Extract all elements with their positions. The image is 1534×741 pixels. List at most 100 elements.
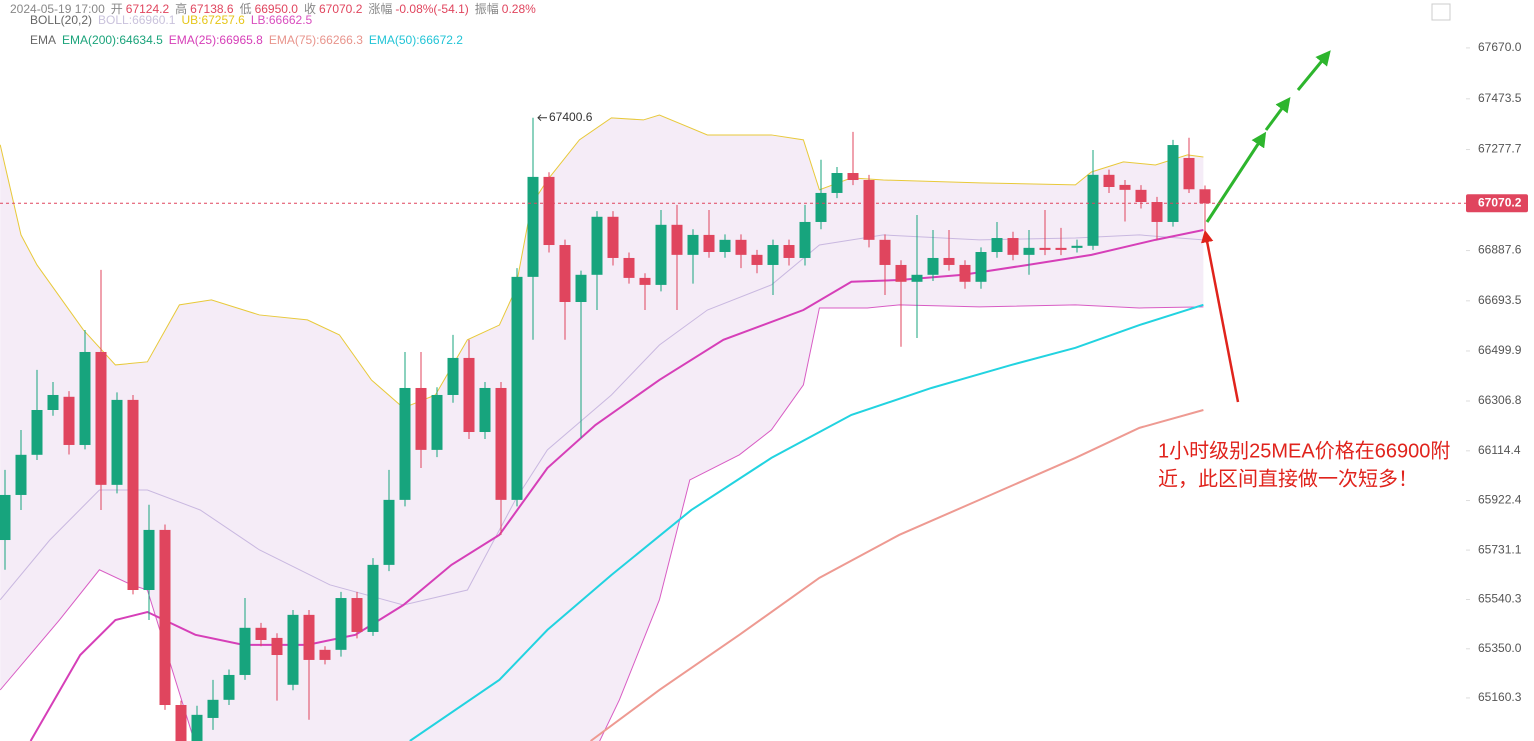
candle-body: [1007, 238, 1019, 255]
candle-body: [863, 180, 875, 240]
candle-body: [335, 598, 347, 650]
annotation: 1小时级别25MEA价格在66900附: [1158, 439, 1450, 462]
field-value: 67070.2: [318, 2, 363, 16]
red-arrow: [1201, 229, 1240, 403]
y-tick-label: 66306.8: [1478, 393, 1522, 407]
candle-body: [95, 351, 107, 485]
candle-body: [543, 176, 555, 246]
candle-body: [463, 357, 475, 433]
y-tick-label: 65731.1: [1478, 542, 1522, 556]
candle-body: [63, 396, 75, 445]
candle-body: [831, 173, 843, 193]
y-tick-label: 67670.0: [1478, 40, 1522, 54]
candle-body: [719, 239, 731, 253]
indicator-value: EMA(25):66965.8: [168, 33, 263, 47]
candle-body: [495, 387, 507, 500]
indicator-value: EMA(50):66672.2: [368, 33, 463, 47]
indicator-line: [0, 234, 1204, 606]
candle-body: [751, 254, 763, 265]
candle-body: [687, 234, 699, 255]
candle-body: [783, 245, 795, 258]
candle-body: [959, 264, 971, 282]
candle-body: [591, 216, 603, 275]
candle-body: [671, 224, 683, 255]
candle-body: [31, 409, 43, 455]
field-value: 0.28%: [501, 2, 536, 16]
candle-body: [511, 276, 523, 500]
candle-body: [943, 257, 955, 265]
candle-body: [0, 494, 11, 541]
candle-body: [191, 714, 203, 741]
indicator-line: [0, 114, 1204, 409]
field-label: 开: [110, 2, 123, 16]
green-arrow: [1264, 96, 1291, 131]
candle-body: [319, 649, 331, 660]
y-tick-label: 65922.4: [1478, 493, 1522, 507]
y-tick-label: 67277.7: [1478, 142, 1522, 156]
indicator-line: [590, 409, 1204, 741]
high-arrow: [537, 114, 547, 122]
candle-body: [1087, 174, 1099, 246]
candle-body: [303, 614, 315, 660]
candle-body: [895, 264, 907, 282]
fullscreen-icon[interactable]: [1431, 3, 1451, 21]
candle-body: [127, 399, 139, 591]
y-tick-label: 65160.3: [1478, 690, 1522, 704]
candle-body: [1071, 245, 1083, 248]
candle-body: [399, 387, 411, 500]
band-fill: [0, 114, 1204, 741]
candle-body: [431, 394, 443, 450]
last-price-label: 67070.2: [1478, 195, 1522, 209]
indicator-line: [409, 303, 1204, 741]
candle-body: [1103, 174, 1115, 187]
candle-body: [1199, 189, 1211, 204]
candle-body: [623, 257, 635, 278]
y-tick-label: 66693.5: [1478, 293, 1522, 307]
time: 2024-05-19 17:00: [10, 2, 105, 16]
candle-body: [1055, 247, 1067, 250]
high-label: 67400.6: [549, 110, 593, 124]
candle-body: [287, 614, 299, 685]
candle-body: [767, 245, 779, 265]
annotation: 近，此区间直接做一次短多！: [1158, 467, 1418, 490]
candle-body: [255, 627, 267, 640]
candle-body: [1135, 189, 1147, 203]
candle-body: [143, 529, 155, 591]
candle-body: [735, 239, 747, 255]
y-tick-label: 65540.3: [1478, 592, 1522, 606]
candle-body: [1039, 247, 1051, 250]
indicator-name: EMA: [30, 33, 57, 47]
plot-area: [0, 114, 1211, 741]
candle-body: [351, 598, 363, 632]
candle-body: [223, 674, 235, 700]
candle-body: [527, 176, 539, 277]
candle-body: [575, 274, 587, 302]
candle-body: [639, 277, 651, 285]
candle-body: [847, 173, 859, 181]
indicator-name: BOLL(20,2): [30, 13, 93, 27]
candle-body: [703, 234, 715, 253]
candle-body: [927, 257, 939, 275]
field-value: 66950.0: [254, 2, 298, 16]
candle-body: [79, 351, 91, 445]
indicator-value: EMA(200):64634.5: [62, 33, 163, 47]
candle-body: [1183, 157, 1195, 190]
y-tick-label: 66114.4: [1478, 443, 1521, 457]
field-value: 67124.2: [125, 2, 170, 16]
candle-body: [655, 224, 667, 285]
candle-body: [991, 238, 1003, 253]
field-value: 67138.6: [190, 2, 234, 16]
candle-body: [111, 399, 123, 485]
candle-body: [239, 627, 251, 675]
candle-body: [479, 387, 491, 433]
candle-body: [1119, 184, 1131, 190]
candle-body: [415, 387, 427, 450]
candle-body: [1167, 145, 1179, 222]
y-tick-label: 67473.5: [1478, 91, 1522, 105]
candle-body: [207, 699, 219, 718]
candle-body: [879, 239, 891, 265]
candle-body: [159, 529, 171, 705]
candle-body: [1023, 247, 1035, 255]
y-tick-label: 66499.9: [1478, 343, 1522, 357]
